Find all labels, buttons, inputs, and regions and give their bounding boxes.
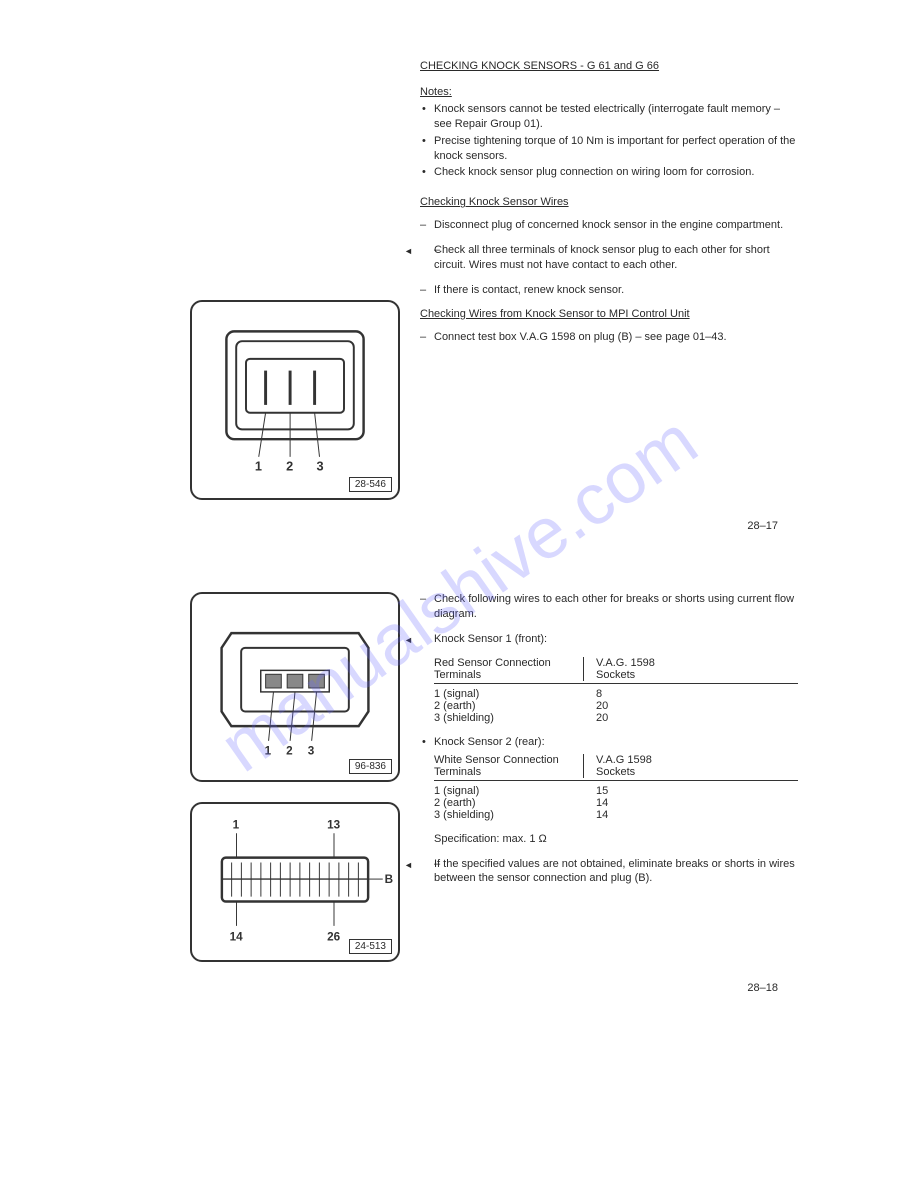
step-final-arrow: If the specified values are not obtained…	[420, 857, 798, 887]
page-number-lower: 28–18	[40, 982, 878, 994]
specification-text: Specification: max. 1 Ω	[434, 833, 798, 845]
table-cell: 8	[584, 688, 674, 700]
subheading-wires: Checking Knock Sensor Wires	[420, 196, 798, 208]
sensor-1-table: Red Sensor Connection Terminals V.A.G. 1…	[434, 657, 798, 724]
table-row: 3 (shielding) 14	[434, 809, 798, 821]
fig3-pin-14: 14	[230, 931, 244, 944]
table-header-1: Red Sensor Connection Terminals	[434, 657, 584, 681]
fig3-pin-b: B	[385, 873, 393, 886]
table-cell: 2 (earth)	[434, 797, 584, 809]
sensor-2-table: White Sensor Connection Terminals V.A.G …	[434, 754, 798, 821]
upper-right-column: CHECKING KNOCK SENSORS - G 61 and G 66 N…	[420, 60, 878, 500]
note-item: Knock sensors cannot be tested electrica…	[420, 102, 798, 132]
figure-connector-2: 1 2 3 96-836	[190, 592, 400, 782]
table-cell: 3 (shielding)	[434, 809, 584, 821]
step-final-text: If the specified values are not obtained…	[434, 858, 795, 885]
sensor-1-heading: Knock Sensor 1 (front):	[420, 632, 798, 647]
step-inner: Check all three terminals of knock senso…	[434, 244, 770, 271]
connector-2-svg: 1 2 3	[192, 594, 398, 780]
upper-left-column: 1 2 3 28-546	[40, 60, 420, 500]
table-row: 1 (signal) 8	[434, 688, 798, 700]
step-text-arrow: Check all three terminals of knock senso…	[420, 243, 798, 273]
table-cell: 2 (earth)	[434, 700, 584, 712]
main-title: CHECKING KNOCK SENSORS - G 61 and G 66	[420, 60, 798, 72]
table-header-1: White Sensor Connection Terminals	[434, 754, 584, 778]
figure-1-label: 28-546	[349, 477, 392, 492]
notes-list: Knock sensors cannot be tested electrica…	[420, 102, 798, 180]
fig1-pin-1: 1	[255, 459, 262, 474]
note-item: Precise tightening torque of 10 Nm is im…	[420, 134, 798, 164]
table-cell: 14	[584, 809, 674, 821]
table-cell: 15	[584, 785, 674, 797]
table-cell: 20	[584, 712, 674, 724]
table-header: Red Sensor Connection Terminals V.A.G. 1…	[434, 657, 798, 684]
lower-section: 1 2 3 96-836	[40, 592, 878, 962]
table-row: 1 (signal) 15	[434, 785, 798, 797]
figure-connector-3: 1 13 14 26 B 24-513	[190, 802, 400, 962]
fig2-pin-3: 3	[308, 745, 315, 758]
table-row: 2 (earth) 20	[434, 700, 798, 712]
figure-connector-1: 1 2 3 28-546	[190, 300, 400, 500]
table-header: White Sensor Connection Terminals V.A.G …	[434, 754, 798, 781]
page-number-upper: 28–17	[40, 520, 878, 532]
connector-1-svg: 1 2 3	[192, 302, 398, 498]
fig3-pin-13: 13	[327, 818, 341, 831]
step-text: Disconnect plug of concerned knock senso…	[420, 218, 798, 233]
step-text: Connect test box V.A.G 1598 on plug (B) …	[420, 330, 798, 345]
table-header-2: V.A.G 1598 Sockets	[584, 754, 674, 778]
table-header-2: V.A.G. 1598 Sockets	[584, 657, 674, 681]
fig2-pin-1: 1	[265, 745, 272, 758]
fig3-pin-26: 26	[327, 931, 341, 944]
fig1-pin-2: 2	[286, 459, 293, 474]
table-row: 3 (shielding) 20	[434, 712, 798, 724]
fig3-pin-1: 1	[233, 818, 240, 831]
subheading-mpi: Checking Wires from Knock Sensor to MPI …	[420, 308, 798, 320]
connector-3-svg: 1 13 14 26 B	[192, 804, 398, 960]
lower-left-column: 1 2 3 96-836	[40, 592, 420, 962]
table-row: 2 (earth) 14	[434, 797, 798, 809]
table-cell: 14	[584, 797, 674, 809]
table-cell: 1 (signal)	[434, 785, 584, 797]
sensor-2-heading: Knock Sensor 2 (rear):	[420, 736, 798, 748]
table-cell: 20	[584, 700, 674, 712]
note-item: Check knock sensor plug connection on wi…	[420, 165, 798, 180]
table-cell: 3 (shielding)	[434, 712, 584, 724]
fig1-pin-3: 3	[317, 459, 324, 474]
table-cell: 1 (signal)	[434, 688, 584, 700]
figure-3-label: 24-513	[349, 939, 392, 954]
lower-right-column: Check following wires to each other for …	[420, 592, 878, 962]
step-text: Check following wires to each other for …	[420, 592, 798, 622]
figure-2-label: 96-836	[349, 759, 392, 774]
sensor-1-label: Knock Sensor 1 (front):	[434, 633, 547, 645]
fig2-pin-2: 2	[286, 745, 293, 758]
page-container: 1 2 3 28-546 CHECKING KNOCK SENSORS - G …	[40, 60, 878, 1148]
step-text: If there is contact, renew knock sensor.	[420, 283, 798, 298]
notes-heading: Notes:	[420, 86, 798, 98]
upper-section: 1 2 3 28-546 CHECKING KNOCK SENSORS - G …	[40, 60, 878, 500]
